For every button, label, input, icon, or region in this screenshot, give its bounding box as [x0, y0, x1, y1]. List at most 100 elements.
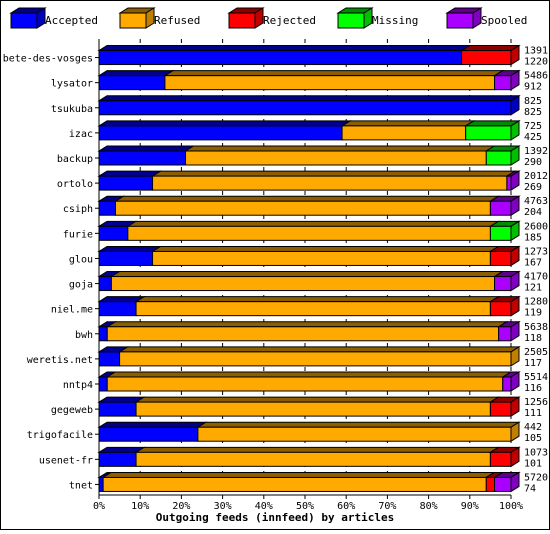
row-accepted-furie: 185: [524, 232, 542, 243]
bar-goja-accepted: [98, 276, 112, 292]
row-offered-izac: 725: [524, 121, 542, 132]
x-tick-label: 10%: [131, 501, 149, 512]
row-label-bwh: bwh: [75, 330, 93, 341]
bar-tnet-accepted: [98, 476, 104, 492]
row-label-glou: glou: [69, 254, 93, 265]
row-label-goja: goja: [69, 280, 93, 291]
row-offered-tsukuba: 825: [524, 96, 542, 107]
row-accepted-trigofacile: 105: [524, 433, 542, 444]
bar-ortolo-spooled: [506, 175, 512, 191]
row-offered-bete-des-vosges: 1391: [524, 46, 548, 57]
bar-top-glou-accepted: [97, 245, 163, 252]
row-offered-gegeweb: 1256: [524, 397, 548, 408]
bar-top-usenet-fr-refused: [134, 446, 501, 453]
bar-tnet-rejected: [485, 476, 496, 492]
bar-niel-me-refused: [135, 301, 491, 317]
row-label-gegeweb: gegeweb: [51, 405, 93, 416]
bar-bwh-refused: [106, 326, 500, 342]
bar-gegeweb-accepted: [98, 401, 137, 417]
row-offered-nntp4: 5514: [524, 372, 548, 383]
row-accepted-bwh: 118: [524, 333, 542, 344]
x-tick-label: 100%: [499, 501, 523, 512]
bar-backup-missing: [485, 150, 512, 166]
row-label-usenet-fr: usenet-fr: [39, 455, 93, 466]
bar-top-backup-refused: [183, 145, 497, 152]
legend: Accepted Refused Rejected Missing Spooled: [9, 7, 527, 29]
row-label-trigofacile: trigofacile: [27, 430, 93, 441]
bar-side-gegeweb-rejected: [510, 396, 520, 418]
row-offered-niel-me: 1280: [524, 297, 548, 308]
row-accepted-glou: 167: [524, 257, 542, 268]
bars: [97, 44, 521, 493]
bar-backup-accepted: [98, 150, 187, 166]
bar-izac-missing: [465, 125, 512, 141]
bar-top-csiph-refused: [113, 195, 501, 202]
row-offered-backup: 1392: [524, 146, 548, 157]
row-accepted-niel-me: 119: [524, 308, 542, 319]
bar-side-weretis-net-refused: [510, 345, 520, 367]
row-accepted-weretis-net: 117: [524, 358, 542, 369]
bar-top-glou-refused: [150, 245, 501, 252]
row-offered-furie: 2600: [524, 221, 548, 232]
bar-side-niel-me-rejected: [510, 295, 520, 317]
bar-bete-des-vosges-accepted: [98, 50, 463, 66]
bar-top-ortolo-accepted: [97, 170, 163, 177]
bar-side-bwh-spooled: [510, 320, 520, 342]
row-label-ortolo: ortolo: [57, 179, 93, 190]
bar-gegeweb-rejected: [489, 401, 512, 417]
bar-trigofacile-accepted: [98, 426, 199, 442]
row-offered-usenet-fr: 1073: [524, 447, 548, 458]
x-tick-label: 50%: [296, 501, 314, 512]
bar-trigofacile-refused: [197, 426, 512, 442]
bar-top-ortolo-refused: [150, 170, 517, 177]
bar-top-bete-des-vosges-accepted: [97, 45, 472, 52]
bar-top-lysator-accepted: [97, 70, 175, 77]
legend-label-accepted: Accepted: [45, 14, 98, 27]
bar-lysator-spooled: [494, 75, 512, 91]
row-label-nntp4: nntp4: [63, 380, 93, 391]
bar-side-bete-des-vosges-rejected: [510, 44, 520, 66]
row-accepted-ortolo: 269: [524, 182, 542, 193]
legend-label-refused: Refused: [154, 14, 200, 27]
bar-weretis-net-refused: [119, 351, 512, 367]
bar-bwh-accepted: [98, 326, 108, 342]
legend-label-spooled: Spooled: [481, 14, 527, 27]
bar-tnet-spooled: [494, 476, 512, 492]
bar-niel-me-accepted: [98, 301, 137, 317]
bar-usenet-fr-refused: [135, 451, 491, 467]
bar-side-ortolo-spooled: [510, 170, 520, 192]
bar-nntp4-accepted: [98, 376, 108, 392]
bar-side-csiph-spooled: [510, 195, 520, 217]
x-tick-label: 70%: [378, 501, 396, 512]
bar-side-izac-missing: [510, 119, 520, 141]
bar-top-weretis-net-refused: [117, 346, 521, 353]
bar-top-nntp4-refused: [105, 371, 513, 378]
bar-csiph-refused: [114, 200, 491, 216]
row-label-csiph: csiph: [63, 204, 93, 215]
legend-swatch-missing: [337, 12, 365, 29]
x-axis-title: Outgoing feeds (innfeed) by articles: [156, 511, 394, 524]
bar-bete-des-vosges-rejected: [461, 50, 512, 66]
row-offered-trigofacile: 442: [524, 422, 542, 433]
row-accepted-backup: 290: [524, 157, 542, 168]
bar-lysator-accepted: [98, 75, 166, 91]
row-offered-csiph: 4763: [524, 196, 548, 207]
bar-side-goja-spooled: [510, 270, 520, 292]
bar-furie-accepted: [98, 225, 129, 241]
bar-ortolo-refused: [152, 175, 508, 191]
bar-glou-refused: [152, 250, 491, 266]
x-tick-label: 80%: [420, 501, 438, 512]
legend-label-missing: Missing: [372, 14, 418, 27]
bar-top-trigofacile-refused: [196, 421, 521, 428]
bar-usenet-fr-accepted: [98, 451, 137, 467]
row-offered-tnet: 5720: [524, 472, 548, 483]
bar-bwh-spooled: [498, 326, 512, 342]
bar-side-furie-missing: [510, 220, 520, 242]
row-label-furie: furie: [63, 229, 93, 240]
legend-swatch-rejected: [228, 12, 256, 29]
bar-side-glou-rejected: [510, 245, 520, 267]
bar-top-niel-me-refused: [134, 296, 501, 303]
bar-side-nntp4-spooled: [510, 371, 520, 392]
